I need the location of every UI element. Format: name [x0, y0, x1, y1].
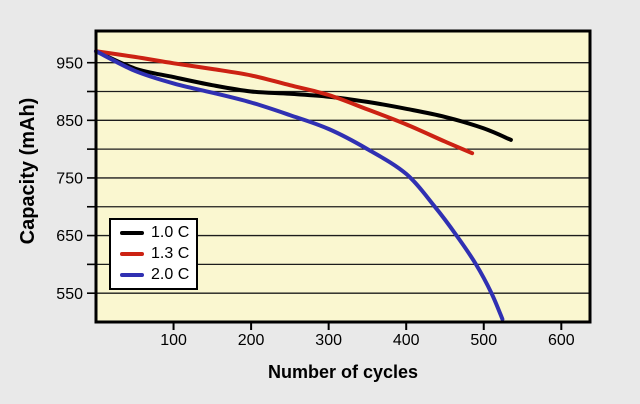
y-tick-label: 750 — [56, 171, 83, 188]
series-line-1-0-c — [94, 49, 513, 142]
legend-item: 1.0 C — [120, 225, 196, 241]
legend-swatch-2-0c — [120, 273, 144, 277]
legend-swatch-1-3c — [120, 252, 144, 256]
x-axis-title: Number of cycles — [267, 362, 419, 382]
x-tick-label: 100 — [160, 332, 187, 349]
y-tick-label: 550 — [56, 286, 83, 303]
legend: 1.0 C 1.3 C 2.0 C — [109, 218, 198, 290]
series-line-2-0-c — [94, 49, 505, 322]
legend-label: 1.0 C — [151, 224, 190, 241]
y-tick-label: 950 — [56, 55, 83, 72]
x-tick-label: 300 — [315, 332, 342, 349]
legend-label: 2.0 C — [151, 266, 190, 283]
plot-border — [94, 29, 592, 324]
x-tick-label: 200 — [238, 332, 265, 349]
x-tick-label: 500 — [470, 332, 497, 349]
y-tick-label: 650 — [56, 228, 83, 245]
x-tick-label: 400 — [393, 332, 420, 349]
x-tick-label: 600 — [548, 332, 575, 349]
y-tick-label: 850 — [56, 113, 83, 130]
legend-item: 1.3 C — [120, 246, 196, 262]
legend-swatch-1-0c — [120, 231, 144, 235]
legend-item: 2.0 C — [120, 267, 196, 283]
legend-label: 1.3 C — [151, 245, 190, 262]
y-axis-title: Capacity (mAh) — [17, 97, 39, 245]
series-line-1-3-c — [94, 49, 475, 156]
